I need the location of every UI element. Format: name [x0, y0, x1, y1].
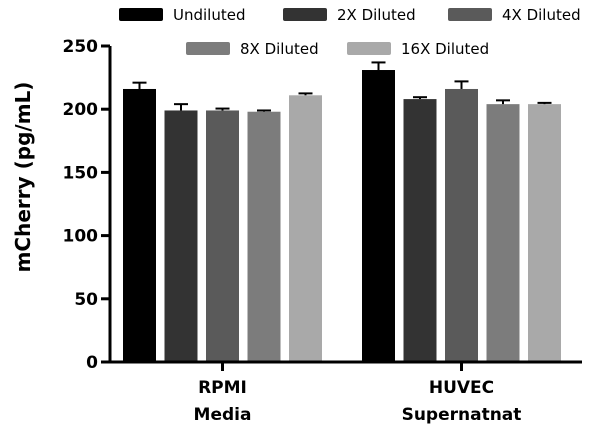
x-tick-label-1-1: Supernatnat [402, 405, 522, 425]
y-tick-label-0: 0 [86, 353, 98, 373]
legend: Undiluted 2X Diluted 4X Diluted 8X Diluted 1… [119, 6, 581, 58]
bar-0-0 [123, 88, 156, 362]
y-tick-label-150: 150 [63, 163, 99, 183]
bar-1-3 [486, 104, 520, 363]
legend-label-2: 4X Diluted [502, 6, 581, 24]
bar-0-2 [206, 110, 239, 363]
legend-label-4: 16X Diluted [401, 40, 489, 58]
y-tick-label-50: 50 [74, 290, 98, 310]
bar-1-4 [528, 104, 561, 363]
legend-swatch-2 [448, 8, 492, 21]
x-tick-label-1-0: HUVEC [429, 378, 494, 398]
bar-1-2 [445, 88, 478, 362]
y-tick-label-250: 250 [63, 37, 99, 57]
bar-0-1 [164, 110, 198, 363]
legend-swatch-3 [186, 42, 230, 55]
legend-label-3: 8X Diluted [240, 40, 319, 58]
bar-1-1 [403, 99, 437, 362]
bar-1-0 [362, 70, 395, 363]
x-axis: RPMI Media HUVEC Supernatnat [108, 360, 582, 425]
y-axis: 0 50 100 150 200 250 [63, 37, 112, 373]
bar-0-3 [247, 111, 281, 362]
x-tick-label-0-1: Media [194, 405, 252, 425]
legend-swatch-1 [283, 8, 327, 21]
legend-label-1: 2X Diluted [337, 6, 416, 24]
y-tick-label-200: 200 [63, 100, 99, 120]
y-axis-label: mCherry (pg/mL) [11, 82, 35, 273]
legend-swatch-0 [119, 8, 163, 21]
x-tick-label-0-0: RPMI [198, 378, 247, 398]
bars [123, 61, 561, 363]
legend-swatch-4 [347, 42, 391, 55]
bar-0-4 [289, 95, 322, 363]
y-tick-label-100: 100 [63, 227, 99, 247]
legend-label-0: Undiluted [173, 6, 245, 24]
